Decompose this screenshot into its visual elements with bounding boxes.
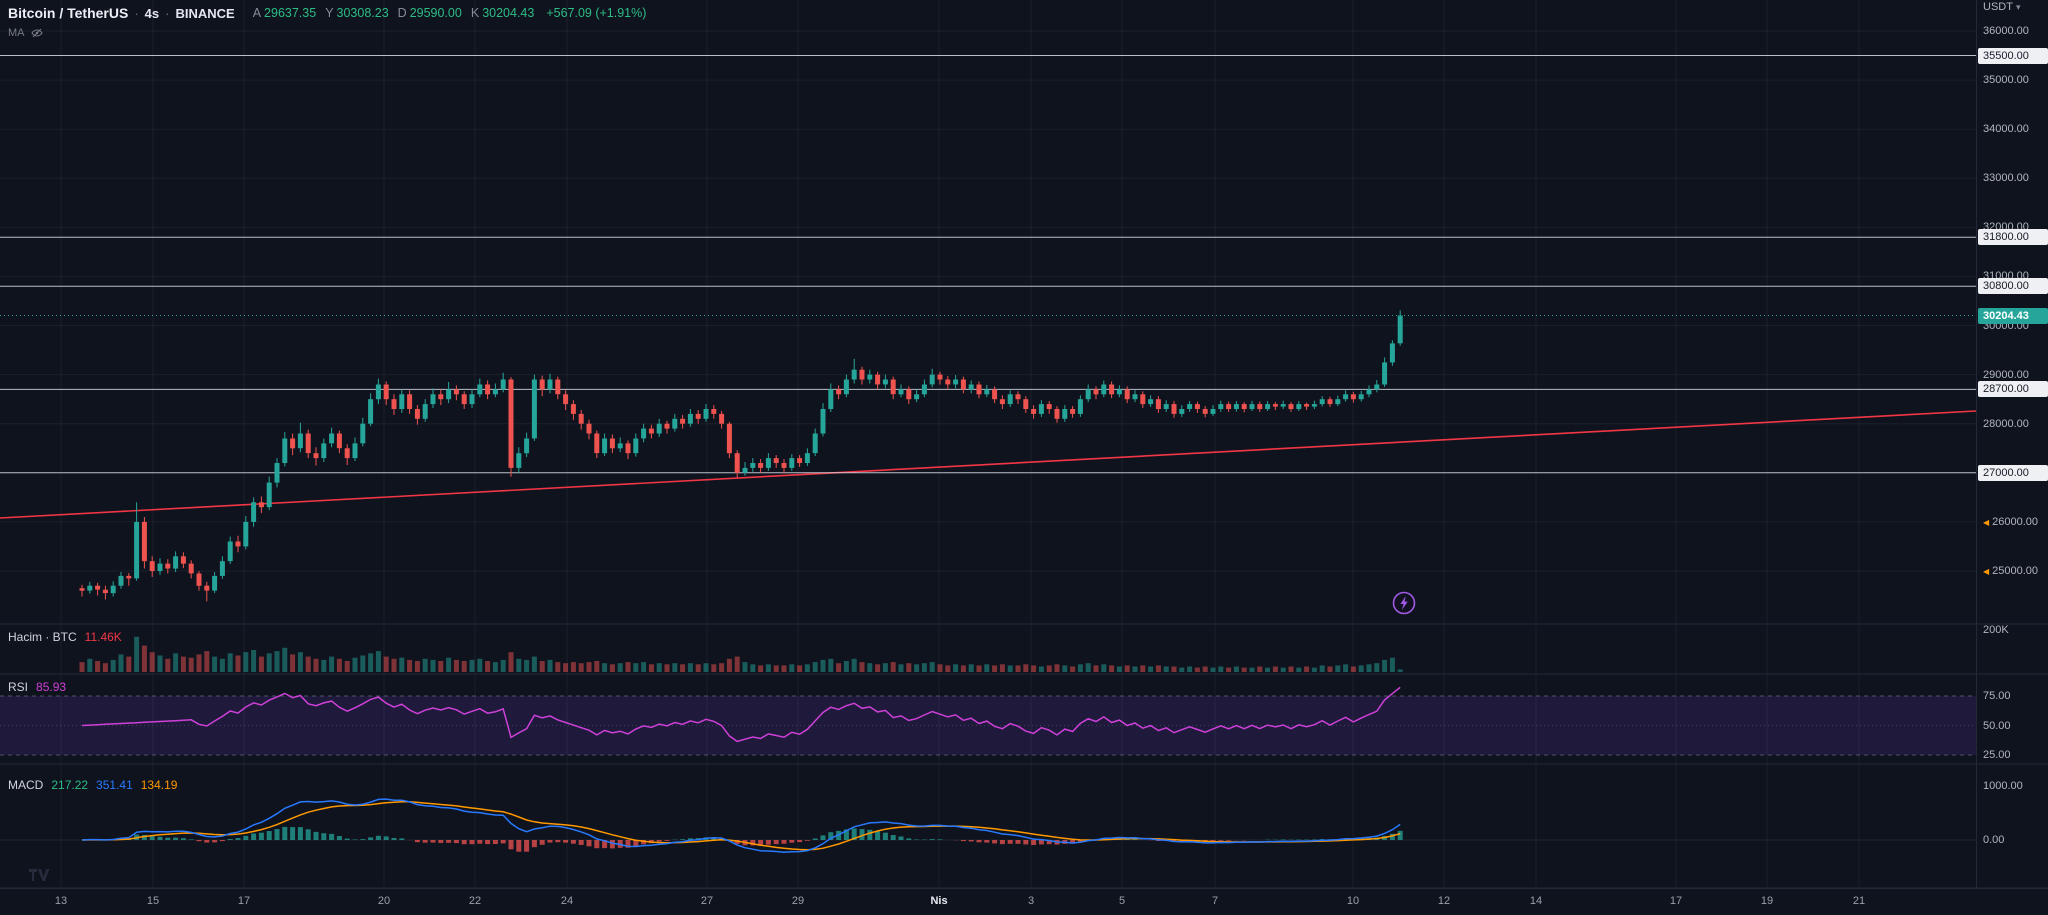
time-axis-label: 20 [377, 895, 391, 907]
time-axis-label: 24 [560, 895, 574, 907]
rsi-status-row: RSI 85.93 [8, 680, 66, 694]
price-tick-label: 28000.00 [1983, 418, 2029, 430]
price-axis[interactable]: USDT ▾ 36000.00 35500.00 35000.00 34000.00 3… [1976, 0, 2048, 888]
time-axis-label: 17 [1669, 895, 1683, 907]
symbol-title[interactable]: Bitcoin / TetherUS [8, 5, 129, 21]
chevron-down-icon: ▾ [2015, 1, 2021, 12]
rsi-title[interactable]: RSI [8, 680, 29, 694]
price-line-label: 28700.00 [1978, 381, 2048, 397]
macd-axis-label: 0.00 [1983, 834, 2005, 846]
time-axis-label: 15 [146, 895, 160, 907]
close-value: 30204.43 [482, 6, 535, 20]
time-axis-label: 12 [1437, 895, 1451, 907]
high-value: 30308.23 [336, 6, 389, 20]
ohlc-values: A 29637.35 Y 30308.23 D 29590.00 K 30204.43 [253, 6, 535, 20]
time-axis-label: 10 [1346, 895, 1360, 907]
exchange-label[interactable]: BINANCE [175, 5, 235, 21]
currency-label: USDT [1983, 1, 2013, 13]
eye-off-icon[interactable] [30, 27, 44, 39]
macd-hist-value: 217.22 [51, 778, 89, 792]
open-value: 29637.35 [264, 6, 317, 20]
alert-arrow-icon: ◀ [1983, 567, 1990, 576]
low-value: 29590.00 [409, 6, 462, 20]
open-label: A [252, 6, 262, 20]
time-axis-label: 5 [1118, 895, 1126, 907]
price-line-label: 30800.00 [1978, 278, 2048, 294]
time-axis-label: 17 [237, 895, 251, 907]
price-tick-label: 33000.00 [1983, 172, 2029, 184]
price-line-label: 35500.00 [1978, 48, 2048, 64]
price-tick-label: 36000.00 [1983, 25, 2029, 37]
interval-label[interactable]: 4s [144, 5, 160, 21]
alert-arrow-icon: ◀ [1983, 518, 1990, 527]
macd-line-value: 351.41 [96, 778, 133, 792]
time-axis-label: 13 [54, 895, 68, 907]
time-axis-label: 3 [1027, 895, 1035, 907]
symbol-status-row: Bitcoin / TetherUS · 4s · BINANCE A 29637… [8, 5, 646, 21]
high-label: Y [325, 6, 334, 20]
close-label: K [470, 6, 480, 20]
alert-price-label: ◀ 25000.00 [1983, 565, 2039, 577]
rsi-axis-label: 25.00 [1983, 749, 2011, 761]
macd-title[interactable]: MACD [8, 778, 44, 792]
volume-status-row: Hacim · BTC 11.46K [8, 630, 122, 644]
rsi-axis-label: 50.00 [1983, 720, 2011, 732]
rsi-axis-label: 75.00 [1983, 690, 2011, 702]
volume-value: 11.46K [84, 630, 122, 644]
time-axis-label: 22 [468, 895, 482, 907]
ma-indicator-row: MA [8, 27, 44, 39]
time-axis-label: 14 [1529, 895, 1543, 907]
volume-axis-label: 200K [1983, 624, 2009, 636]
time-axis-label: 7 [1211, 895, 1219, 907]
rsi-value: 85.93 [36, 680, 67, 694]
low-label: D [397, 6, 407, 20]
price-tick-label: 29000.00 [1983, 369, 2029, 381]
price-tick-label: 35000.00 [1983, 74, 2029, 86]
separator-dot: · [165, 5, 170, 21]
price-tick-label: 34000.00 [1983, 123, 2029, 135]
price-line-label: 31800.00 [1978, 229, 2048, 245]
macd-status-row: MACD 217.22 351.41 134.19 [8, 778, 177, 792]
macd-axis-label: 1000.00 [1983, 780, 2023, 792]
alert-price-label: ◀ 26000.00 [1983, 516, 2039, 528]
price-line-label: 27000.00 [1978, 465, 2048, 481]
tradingview-logo[interactable] [28, 864, 54, 887]
time-axis-label: 29 [791, 895, 805, 907]
last-price-label: 30204.43 [1978, 308, 2048, 324]
time-axis-label: 21 [1852, 895, 1866, 907]
ma-label: MA [8, 27, 25, 39]
time-axis-label: Nis [930, 895, 948, 907]
time-axis[interactable]: 13 15 17 20 22 24 27 29 Nis 3 5 7 10 12 14 17 19 21 [0, 888, 2048, 915]
time-axis-label: 27 [700, 895, 714, 907]
separator-dot: · [134, 5, 139, 21]
macd-signal-value: 134.19 [140, 778, 178, 792]
change-value: +567.09 (+1.91%) [546, 6, 647, 20]
lightning-button[interactable] [1390, 589, 1418, 617]
currency-selector[interactable]: USDT ▾ [1983, 1, 2020, 13]
volume-title[interactable]: Hacim · BTC [8, 630, 77, 644]
time-axis-label: 19 [1760, 895, 1774, 907]
